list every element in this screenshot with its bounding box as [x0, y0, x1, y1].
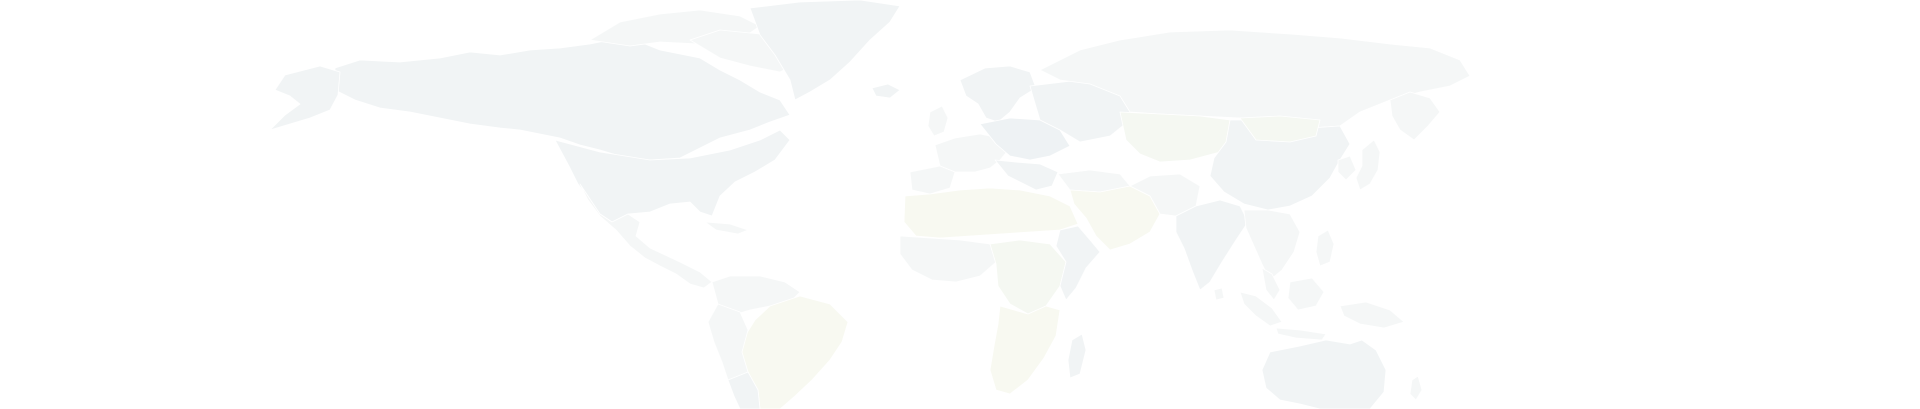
region-korea[interactable]	[1337, 155, 1357, 181]
region-russia-far-east[interactable]	[1389, 91, 1441, 141]
region-china[interactable]	[1209, 119, 1351, 211]
region-philippines[interactable]	[1315, 229, 1335, 267]
region-madagascar[interactable]	[1067, 333, 1087, 379]
region-caribbean[interactable]	[704, 221, 749, 235]
region-japan[interactable]	[1355, 139, 1381, 191]
region-sri-lanka[interactable]	[1213, 287, 1225, 301]
region-greenland[interactable]	[749, 0, 901, 101]
region-middle-east[interactable]	[1069, 185, 1161, 251]
region-canada[interactable]	[334, 39, 791, 161]
region-iceland[interactable]	[871, 83, 901, 99]
region-scandinavia[interactable]	[959, 65, 1037, 123]
region-central-europe[interactable]	[979, 117, 1071, 161]
region-iberia[interactable]	[909, 165, 956, 195]
region-australia[interactable]	[1261, 339, 1387, 409]
region-alaska[interactable]	[269, 65, 341, 131]
region-malay-peninsula[interactable]	[1261, 267, 1281, 301]
region-east-africa[interactable]	[1055, 225, 1101, 301]
region-southeast-asia[interactable]	[1243, 209, 1301, 281]
region-mongolia[interactable]	[1239, 115, 1321, 143]
region-indonesia-sumatra[interactable]	[1239, 291, 1283, 327]
region-north-africa[interactable]	[903, 187, 1079, 239]
region-italy-balkans[interactable]	[994, 159, 1059, 191]
region-central-africa[interactable]	[989, 239, 1067, 315]
region-india[interactable]	[1175, 199, 1249, 291]
region-new-zealand[interactable]	[1409, 375, 1423, 401]
region-argentina-chile[interactable]	[727, 371, 761, 409]
region-uk[interactable]	[927, 105, 949, 137]
region-peru-bolivia[interactable]	[707, 303, 749, 387]
region-southern-africa[interactable]	[989, 305, 1061, 395]
region-new-guinea[interactable]	[1339, 301, 1405, 329]
region-indonesia-borneo[interactable]	[1287, 277, 1325, 311]
region-indonesia-java[interactable]	[1275, 327, 1327, 341]
region-west-africa[interactable]	[899, 235, 997, 283]
